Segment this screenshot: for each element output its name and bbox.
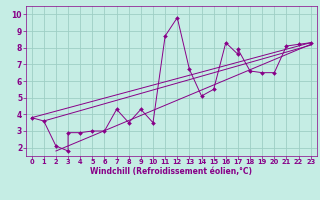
X-axis label: Windchill (Refroidissement éolien,°C): Windchill (Refroidissement éolien,°C): [90, 167, 252, 176]
